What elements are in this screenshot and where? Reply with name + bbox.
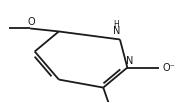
Text: N: N <box>113 26 120 36</box>
Text: O: O <box>27 17 35 27</box>
Text: O⁻: O⁻ <box>163 63 175 73</box>
Text: N: N <box>126 56 133 66</box>
Text: H: H <box>113 20 119 29</box>
